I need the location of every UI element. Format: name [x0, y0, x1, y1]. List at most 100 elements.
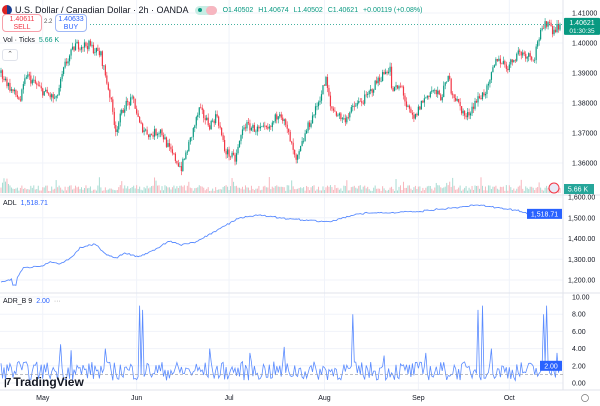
candle: [472, 106, 475, 109]
volume-bar: [191, 188, 193, 193]
candle: [137, 113, 139, 117]
price-tick-label: 1.39000: [572, 71, 597, 78]
candle: [537, 41, 539, 47]
candle: [308, 122, 311, 127]
timezone-settings-icon[interactable]: [581, 394, 589, 402]
volume-bar: [218, 189, 220, 193]
candle: [73, 46, 75, 51]
volume-bar: [435, 182, 437, 193]
volume-bar: [444, 186, 446, 193]
volume-bar: [195, 187, 197, 193]
candle: [383, 72, 385, 75]
volume-bar: [301, 188, 303, 193]
volume-bar: [368, 189, 370, 193]
volume-bar: [465, 186, 467, 193]
volume-bar: [280, 186, 282, 193]
candle: [7, 82, 10, 87]
economic-event-icon[interactable]: [548, 182, 560, 194]
collapse-legend-button[interactable]: ⌃: [2, 49, 18, 61]
adl-legend[interactable]: ADL 1,518.71: [3, 200, 48, 207]
volume-bar: [413, 187, 415, 193]
candle: [469, 113, 472, 116]
volume-bar: [370, 190, 372, 193]
volume-bar: [350, 187, 352, 193]
volume-bar: [526, 187, 528, 193]
adr-more-icon[interactable]: ···: [53, 298, 61, 305]
volume-badge-value: 5.66 K: [568, 187, 589, 194]
candle: [459, 101, 461, 107]
volume-bar: [329, 185, 331, 193]
volume-bar: [441, 188, 443, 193]
candle: [349, 112, 351, 118]
candle: [255, 131, 257, 133]
last-price-value: 1.40621: [569, 20, 594, 27]
buy-button[interactable]: 1.40633 BUY: [55, 14, 87, 32]
volume-bar: [189, 187, 191, 193]
adr-tick-label: 4.00: [572, 346, 586, 353]
candle: [1, 70, 4, 79]
volume-bar: [523, 190, 525, 193]
candle: [376, 80, 378, 84]
volume-bar: [479, 188, 481, 193]
candle: [343, 118, 345, 119]
candle: [215, 114, 217, 124]
volume-bar: [365, 188, 367, 193]
candle: [511, 59, 513, 63]
sell-button[interactable]: 1.40611 SELL: [2, 14, 42, 32]
adl-badge-value: 1,518.71: [531, 211, 558, 218]
volume-bar: [22, 188, 24, 193]
volume-bar: [487, 185, 489, 193]
symbol-title[interactable]: U.S. Dollar / Canadian Dollar · 2h · OAN…: [15, 5, 189, 15]
adr-legend[interactable]: ADR_B 9 2.00 ···: [3, 298, 61, 305]
candle: [340, 113, 342, 120]
volume-bar: [404, 187, 406, 193]
candle: [532, 59, 534, 61]
candle: [30, 75, 32, 84]
time-axis-label: Oct: [504, 395, 515, 402]
close-value: C1.40621: [327, 6, 359, 14]
adr-tick-label: 6.00: [572, 329, 586, 336]
low-value: L1.40502: [293, 6, 323, 14]
candle: [67, 61, 69, 64]
volume-bar: [411, 190, 413, 193]
volume-bar: [502, 186, 504, 193]
candle: [159, 129, 162, 134]
volume-bar: [383, 188, 385, 193]
candle: [490, 72, 493, 80]
buy-price: 1.40633: [58, 16, 84, 23]
candle: [344, 118, 346, 123]
volume-bar: [186, 185, 188, 193]
candle: [86, 46, 89, 50]
candle: [505, 64, 507, 69]
volume-bar: [72, 189, 74, 193]
candle: [131, 96, 133, 98]
adl-tick-label: 1,400.00: [568, 236, 595, 243]
volume-bar: [352, 186, 354, 193]
volume-legend[interactable]: Vol · Ticks 5.66 K: [3, 37, 59, 44]
volume-bar: [312, 186, 314, 193]
candle: [408, 105, 411, 109]
candle: [200, 107, 202, 108]
candle: [198, 107, 200, 115]
candle: [167, 143, 169, 147]
candle: [361, 101, 363, 103]
volume-bar: [401, 190, 403, 193]
volume-bar: [511, 190, 513, 193]
candle: [291, 141, 293, 143]
volume-bar: [36, 189, 38, 193]
candle: [80, 46, 83, 50]
candle: [311, 115, 314, 124]
candle: [297, 154, 299, 160]
market-status-icon[interactable]: [194, 5, 217, 15]
candle: [501, 63, 503, 65]
volume-bar: [397, 190, 399, 193]
candle: [274, 114, 276, 122]
tradingview-logo[interactable]: ꞁ7 TradingView: [4, 375, 84, 389]
bar-countdown: 01:30:35: [569, 28, 595, 35]
volume-bar: [392, 189, 394, 193]
adr-badge-value: 2.00: [544, 363, 558, 370]
volume-bar: [414, 185, 416, 193]
volume-bar: [540, 187, 542, 193]
volume-bar: [529, 186, 531, 193]
